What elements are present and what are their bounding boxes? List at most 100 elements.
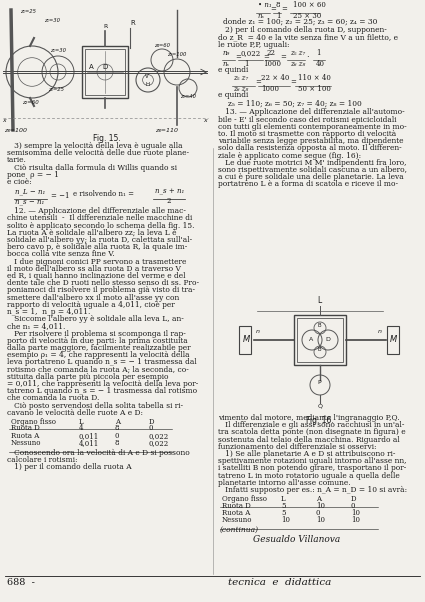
- Bar: [294, 315, 346, 365]
- Text: =: =: [270, 5, 276, 13]
- Text: n_L − n₁: n_L − n₁: [15, 187, 45, 195]
- Text: Gesualdo Villanova: Gesualdo Villanova: [253, 535, 340, 544]
- Text: Ciò posto servendosi della solita tabella si ri-: Ciò posto servendosi della solita tabell…: [7, 402, 183, 409]
- Text: n_s = 1,  n_p = 4,011.: n_s = 1, n_p = 4,011.: [7, 308, 91, 316]
- Text: e cioè:: e cioè:: [7, 178, 31, 186]
- Text: 110 × 40: 110 × 40: [298, 74, 331, 82]
- Text: I due pignoni conici PP servono a trasmettere: I due pignoni conici PP servono a trasme…: [7, 258, 187, 265]
- Text: funzionamento del differenziale si osservi:: funzionamento del differenziale si osser…: [218, 443, 377, 451]
- Text: z₄=110: z₄=110: [155, 128, 178, 133]
- Text: cavano le velocità delle ruote A e D:: cavano le velocità delle ruote A e D:: [7, 409, 143, 417]
- Text: solidale all'albero yy; la ruota D, calettata sull'al-: solidale all'albero yy; la ruota D, cale…: [7, 236, 192, 244]
- Text: A: A: [115, 418, 120, 426]
- Text: ·: ·: [306, 53, 309, 61]
- Text: 50 × 100: 50 × 100: [298, 85, 331, 93]
- Text: vimento dal motore, mediante l'ingranaggio P,Q.: vimento dal motore, mediante l'ingranagg…: [218, 414, 400, 422]
- Text: 5: 5: [281, 501, 286, 510]
- Text: B: B: [318, 347, 322, 352]
- Text: z₆ z₈: z₆ z₈: [290, 60, 305, 68]
- Text: 13. — Applicazione del differenziale all'automo-: 13. — Applicazione del differenziale all…: [218, 108, 405, 116]
- Text: esempio ρ₁ = 4, che rappresenti la velocità della: esempio ρ₁ = 4, che rappresenti la veloc…: [7, 351, 190, 359]
- Text: z₅ = 110; z₆ = 50; z₇ = 40; z₈ = 100: z₅ = 110; z₆ = 50; z₇ = 40; z₈ = 100: [228, 99, 362, 107]
- Text: sono rispettivamente solidali cascuna a un albero,: sono rispettivamente solidali cascuna a …: [218, 166, 407, 174]
- Text: nₛ: nₛ: [223, 60, 230, 68]
- Text: chine utensili  -  Il differenziale nelle macchine di: chine utensili - Il differenziale nelle …: [7, 214, 192, 222]
- Text: z₁=30: z₁=30: [50, 48, 66, 53]
- Text: z₆ z₈: z₆ z₈: [233, 85, 248, 93]
- Text: =: =: [280, 53, 286, 61]
- Text: D: D: [351, 495, 357, 503]
- Text: =: =: [235, 53, 241, 61]
- Text: 12. — Applicazione del differenziale alle mac-: 12. — Applicazione del differenziale all…: [7, 207, 186, 215]
- Text: 22: 22: [267, 49, 276, 57]
- Text: Infatti supposto per es.: n_A = n_D = 10 si avrà:: Infatti supposto per es.: n_A = n_D = 10…: [218, 486, 407, 494]
- Text: porto di velocità in due parti: la prima costituita: porto di velocità in due parti: la prima…: [7, 337, 188, 345]
- Text: ed R, i quali hanno inclinazione del verme e del: ed R, i quali hanno inclinazione del ver…: [7, 272, 185, 280]
- Text: 1000: 1000: [261, 85, 279, 93]
- Bar: [239, 326, 251, 354]
- Text: Ruota D: Ruota D: [11, 424, 40, 432]
- Text: Il differenziale e gli assi sono racchiusi in un'al-: Il differenziale e gli assi sono racchiu…: [218, 421, 404, 429]
- Text: 25 × 30: 25 × 30: [293, 12, 321, 20]
- Text: tatreno L in moto rotatorio uguale a quella delle: tatreno L in moto rotatorio uguale a que…: [218, 471, 400, 480]
- Text: 10: 10: [316, 516, 325, 524]
- Text: 8: 8: [115, 424, 119, 432]
- Text: B: B: [318, 323, 322, 328]
- Text: 40: 40: [316, 60, 325, 68]
- Text: z₁=25: z₁=25: [20, 9, 36, 14]
- Text: D: D: [325, 337, 330, 342]
- Text: La ruota A è solidale all'albero zz; la leva L è: La ruota A è solidale all'albero zz; la …: [7, 229, 176, 237]
- Text: dalla parte maggiore, facilmente realizzabile per: dalla parte maggiore, facilmente realizz…: [7, 344, 191, 352]
- Text: 22 × 40: 22 × 40: [261, 74, 289, 82]
- Text: smettere dall'albero xx il moto all'asse yy con: smettere dall'albero xx il moto all'asse…: [7, 294, 179, 302]
- Text: Fig. 15.: Fig. 15.: [93, 134, 121, 143]
- Text: e quindi: e quindi: [218, 66, 248, 74]
- Text: tecnica  e  didattica: tecnica e didattica: [228, 578, 331, 587]
- Text: Fig. 16.: Fig. 16.: [306, 416, 334, 425]
- Text: che n₁ = 4,011.: che n₁ = 4,011.: [7, 323, 65, 330]
- Text: portatreno L è a forma di scatola e riceve il mo-: portatreno L è a forma di scatola e rice…: [218, 181, 398, 188]
- Text: A: A: [316, 495, 321, 503]
- Text: 5: 5: [281, 509, 286, 517]
- Text: Le due ruote motrici M M' indipendenti fra loro,: Le due ruote motrici M M' indipendenti f…: [218, 159, 406, 167]
- Text: z₄=60: z₄=60: [154, 43, 170, 48]
- Text: tatreno L quando n_s = − 1 trasmessa dal rotismo: tatreno L quando n_s = − 1 trasmessa dal…: [7, 387, 197, 395]
- Text: 0,011: 0,011: [79, 432, 99, 439]
- Text: Ruota D: Ruota D: [222, 501, 251, 510]
- Text: 0,022: 0,022: [149, 439, 169, 447]
- Text: =: =: [255, 78, 261, 86]
- Text: poniamoci di risolvere il problema già visto di tra-: poniamoci di risolvere il problema già v…: [7, 287, 195, 294]
- Text: 0,022: 0,022: [149, 432, 169, 439]
- Text: Siccome l'albero yy è solidale alla leva L, an-: Siccome l'albero yy è solidale alla leva…: [7, 315, 184, 323]
- Text: donde z₁ = 100; z₂ = 25; z₃ = 60; z₄ = 30: donde z₁ = 100; z₂ = 25; z₃ = 60; z₄ = 3…: [223, 18, 377, 26]
- Text: 10: 10: [281, 516, 290, 524]
- Text: L: L: [317, 296, 321, 305]
- Text: z₁=40: z₁=40: [180, 94, 196, 99]
- Text: 2) per il comando della ruota D, supponen-: 2) per il comando della ruota D, suppone…: [218, 26, 387, 34]
- Text: =: =: [290, 78, 296, 86]
- Text: variabile senza legge prestabilita, ma dipendente: variabile senza legge prestabilita, ma d…: [218, 137, 403, 145]
- Text: 4: 4: [79, 424, 83, 432]
- Text: Conoscendo ora la velocità di A e D si possono: Conoscendo ora la velocità di A e D si p…: [7, 449, 190, 457]
- Text: • n₁: • n₁: [258, 1, 272, 9]
- Text: x: x: [2, 118, 6, 123]
- Text: A: A: [309, 337, 313, 342]
- Text: A: A: [89, 64, 94, 70]
- Text: con tutti gli elementi contemporaneamente in mo-: con tutti gli elementi contemporaneament…: [218, 123, 407, 131]
- Text: calcolare i rotismi:: calcolare i rotismi:: [7, 456, 77, 464]
- Text: 1: 1: [316, 49, 320, 57]
- Text: solo dalla resistenza opposta al moto. Il differen-: solo dalla resistenza opposta al moto. I…: [218, 144, 402, 152]
- Text: 1: 1: [276, 12, 280, 20]
- Text: il moto dell'albero ss alla ruota D a traverso V: il moto dell'albero ss alla ruota D a tr…: [7, 265, 181, 273]
- Text: solito è applicato secondo lo schema della fig. 15.: solito è applicato secondo lo schema del…: [7, 222, 195, 229]
- Text: n_s − n₁: n_s − n₁: [15, 197, 44, 205]
- Text: a cui è pure solidale una delle planetarie. La leva: a cui è pure solidale una delle planetar…: [218, 173, 404, 181]
- Text: 10: 10: [351, 516, 360, 524]
- Text: 0: 0: [351, 501, 355, 510]
- Text: H: H: [146, 82, 150, 87]
- Text: Organo fisso: Organo fisso: [11, 418, 56, 426]
- Text: 0: 0: [149, 424, 153, 432]
- Text: 8: 8: [115, 439, 119, 447]
- Text: stituita dalla parte più piccola per esempio: stituita dalla parte più piccola per ese…: [7, 373, 168, 381]
- Text: 4,011: 4,011: [79, 439, 99, 447]
